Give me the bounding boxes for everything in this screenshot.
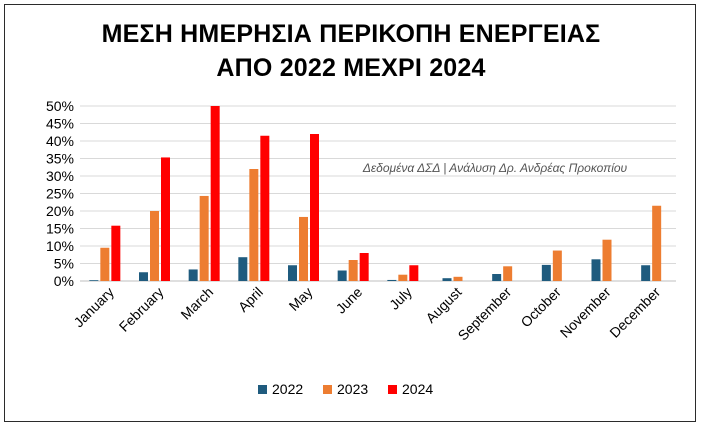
x-tick-label: June <box>333 284 366 317</box>
x-tick-label: April <box>235 284 266 315</box>
y-tick-label: 40% <box>46 133 74 149</box>
legend-label-2024: 2024 <box>402 381 433 397</box>
chart-title: ΜΕΣΗ ΗΜΕΡΗΣΙΑ ΠΕΡΙΚΟΠΗ ΕΝΕΡΓΕΙΑΣ <box>101 20 601 48</box>
bar-2022-january <box>89 280 99 281</box>
bar-2023-march <box>199 195 209 281</box>
x-tick-label: August <box>422 284 464 326</box>
x-tick-label: July <box>386 284 415 313</box>
bar-2023-july <box>398 274 408 281</box>
bar-2022-february <box>139 272 148 281</box>
legend-swatch-2024 <box>388 385 397 394</box>
y-tick-label: 25% <box>46 186 74 202</box>
y-tick-label: 15% <box>46 221 74 237</box>
bar-2022-november <box>591 259 601 281</box>
bar-2022-may <box>288 265 297 281</box>
bar-2022-september <box>492 274 502 281</box>
bar-2022-october <box>541 264 551 281</box>
x-tick-label: December <box>606 284 663 341</box>
chart-subtitle: ΑΠΟ 2022 ΜΕΧΡΙ 2024 <box>216 54 486 82</box>
bar-2022-july <box>387 279 397 281</box>
x-tick-label: May <box>286 284 316 314</box>
y-tick-label: 20% <box>46 203 74 219</box>
bar-2022-december <box>641 265 651 281</box>
bar-2023-april <box>249 169 259 281</box>
bar-2023-january <box>100 247 110 281</box>
legend-label-2022: 2022 <box>272 381 303 397</box>
bar-2023-december <box>652 205 662 281</box>
legend-swatch-2023 <box>323 385 332 394</box>
bar-2024-july <box>409 265 419 281</box>
bar-2024-january <box>111 225 121 281</box>
y-tick-label: 5% <box>54 256 74 272</box>
bar-2023-may <box>299 216 308 281</box>
x-tick-label: January <box>70 284 117 331</box>
bar-2024-may <box>310 134 319 281</box>
x-tick-label: November <box>557 284 614 341</box>
y-tick-label: 50% <box>46 98 74 114</box>
bar-2023-june <box>348 260 358 281</box>
bar-2023-february <box>150 211 159 281</box>
chart-frame <box>4 4 696 422</box>
source-annotation: Δεδομένα ΔΣΔ | Ανάλυση Δρ. Ανδρέας Προκο… <box>362 161 628 175</box>
bar-2022-march <box>188 269 198 281</box>
y-tick-label: 10% <box>46 238 74 254</box>
bar-2022-june <box>337 270 347 281</box>
bar-2024-march <box>210 106 220 281</box>
y-tick-label: 35% <box>46 151 74 167</box>
bar-2023-october <box>552 250 562 281</box>
legend-label-2023: 2023 <box>337 381 368 397</box>
x-tick-label: October <box>517 284 564 331</box>
x-tick-label: March <box>177 284 216 323</box>
bar-2024-june <box>359 253 369 281</box>
bar-2022-august <box>442 278 452 281</box>
gridlines <box>80 105 676 282</box>
legend: 2022 2023 2024 <box>258 381 433 397</box>
y-tick-label: 0% <box>54 273 74 289</box>
y-tick-label: 45% <box>46 116 74 132</box>
y-axis-ticks: 0%5% 10%15% 20%25% 30%35% 40%45% 50% <box>46 98 74 289</box>
legend-swatch-2022 <box>258 385 267 394</box>
bar-2022-april <box>238 257 248 281</box>
bar-2023-november <box>602 239 612 281</box>
y-tick-label: 30% <box>46 168 74 184</box>
x-tick-label: February <box>116 284 167 335</box>
bar-2024-february <box>161 157 170 281</box>
x-tick-label: September <box>455 284 515 344</box>
bar-2023-september <box>503 266 513 281</box>
bar-2024-april <box>260 135 270 281</box>
bars <box>89 106 662 281</box>
bar-2023-august <box>453 276 463 281</box>
